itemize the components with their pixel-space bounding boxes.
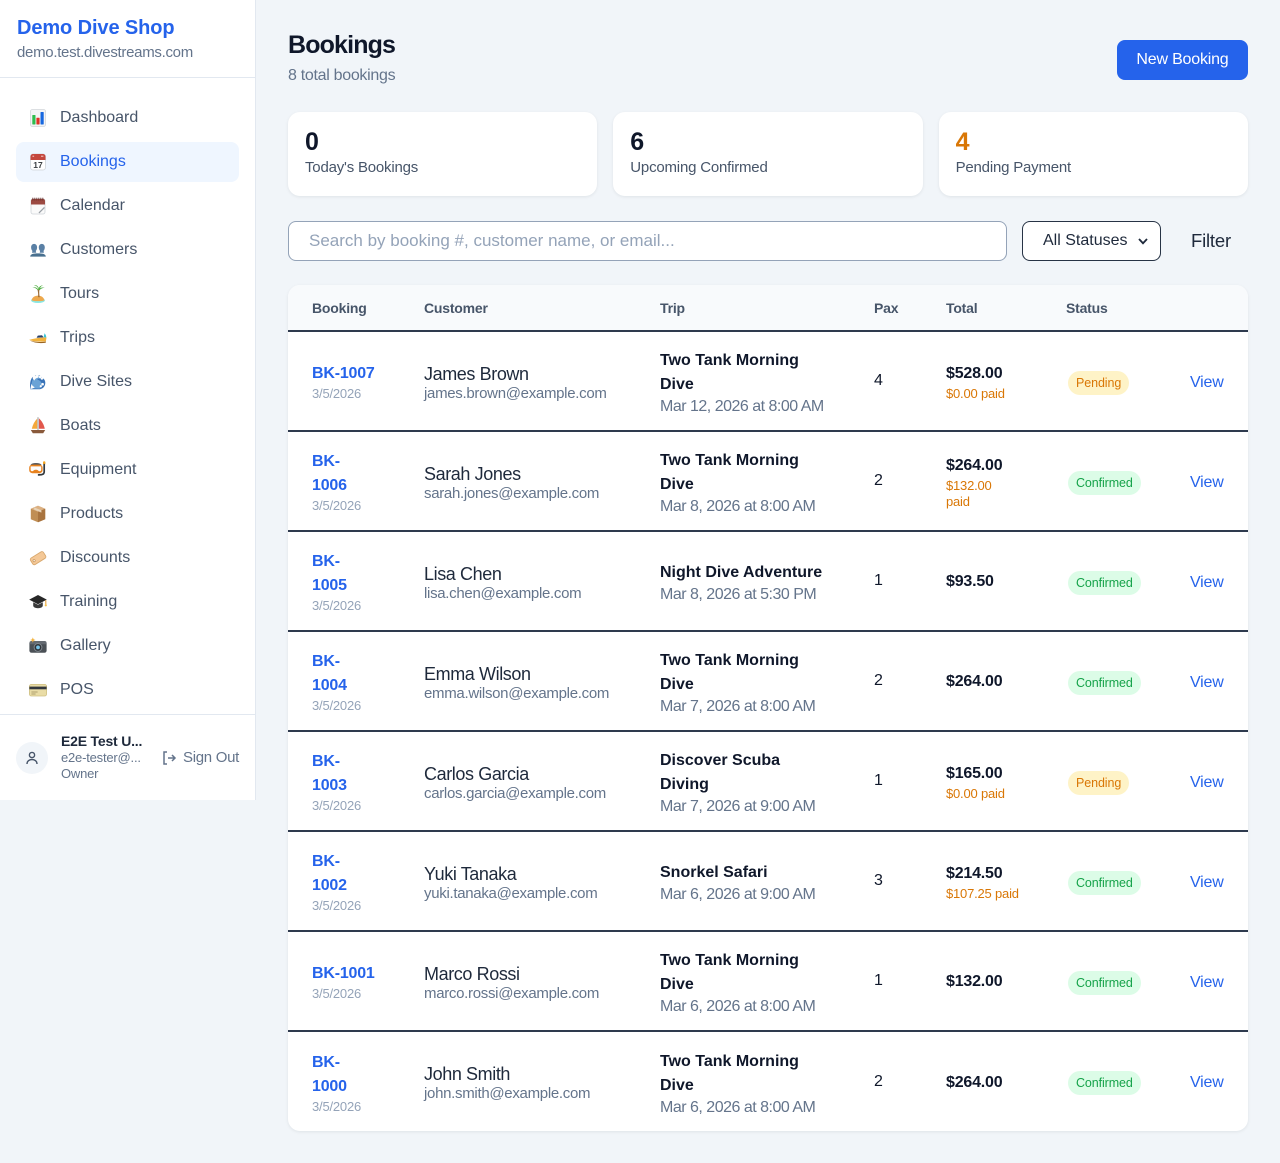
svg-text:17: 17 (33, 160, 43, 170)
